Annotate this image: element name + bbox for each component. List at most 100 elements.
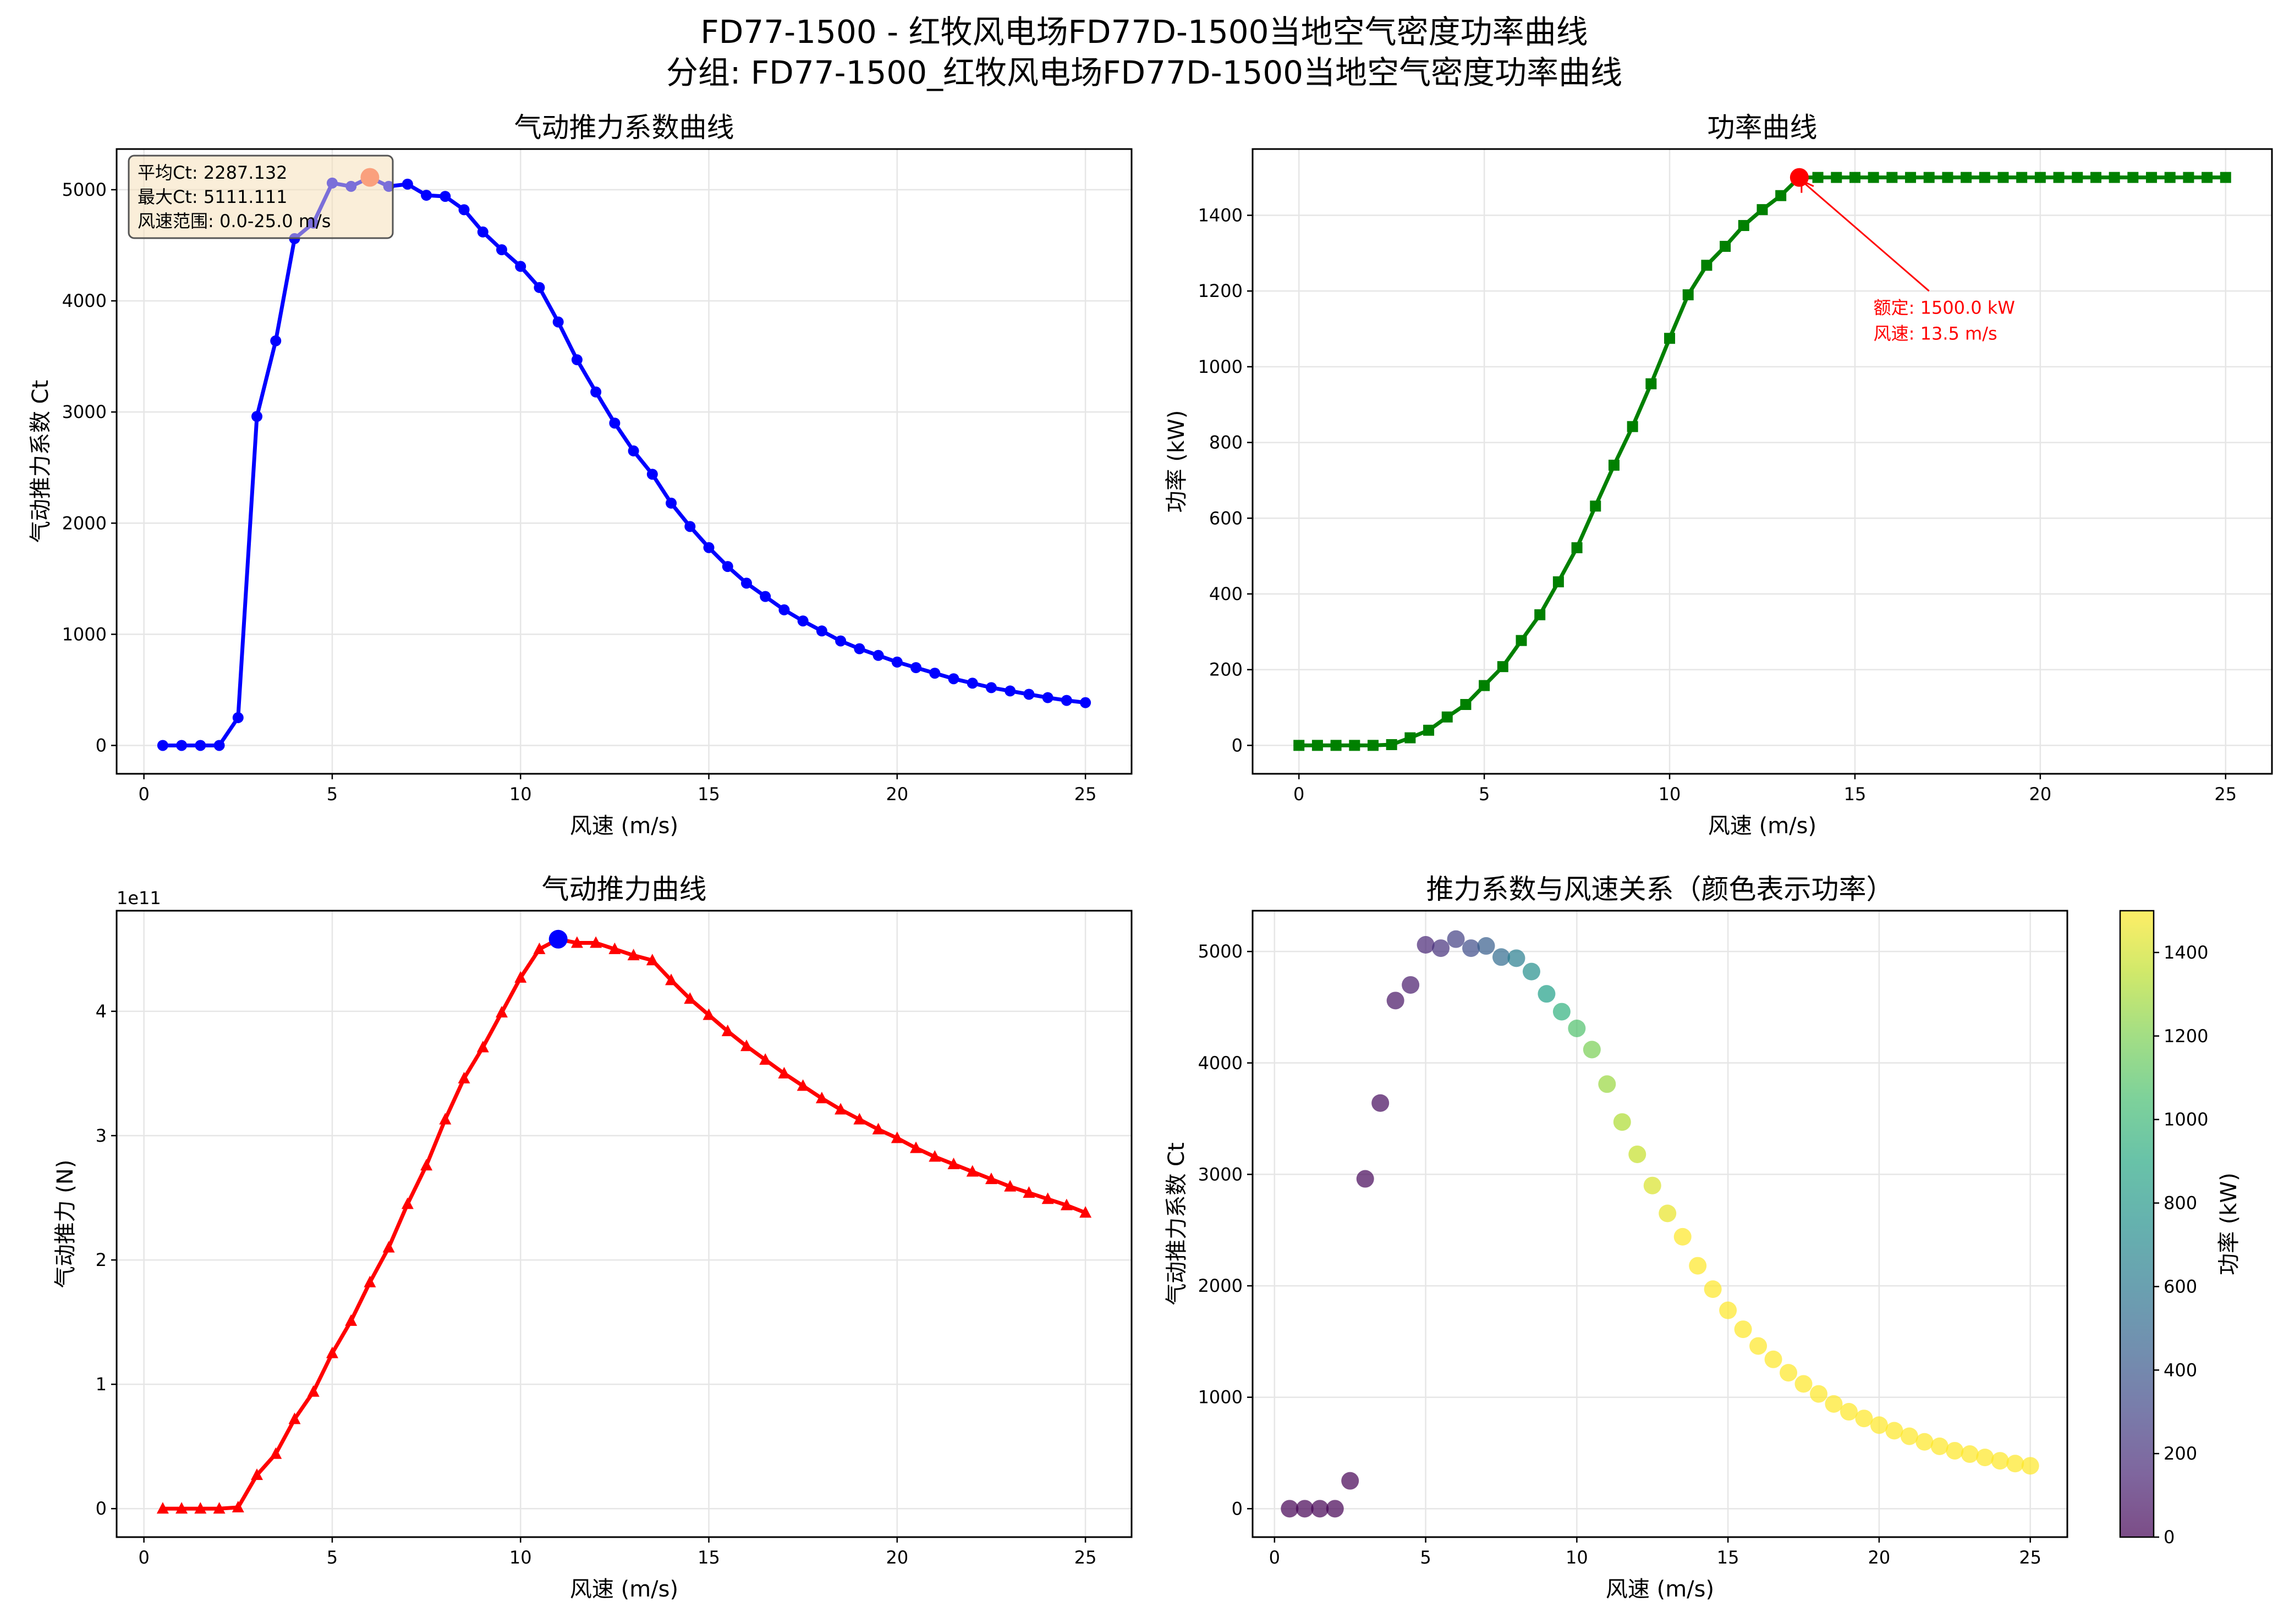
data-point [1886, 172, 1898, 183]
data-point [213, 1502, 226, 1514]
x-tick-label: 20 [886, 784, 908, 805]
data-point [195, 740, 206, 751]
data-point [1293, 740, 1305, 751]
y-tick-label: 5000 [62, 179, 107, 200]
scatter-point [1507, 949, 1525, 967]
data-point [703, 542, 715, 553]
data-point [496, 1006, 508, 1018]
data-point [552, 316, 564, 328]
data-point [1061, 695, 1072, 706]
data-point [1701, 260, 1712, 271]
data-point [760, 591, 771, 602]
y-tick-label: 4 [96, 1001, 107, 1022]
colorbar-tick-label: 800 [2164, 1193, 2197, 1214]
x-tick-label: 0 [138, 784, 149, 805]
data-point [2164, 172, 2176, 183]
y-tick-label: 0 [1232, 1498, 1243, 1519]
max-point-marker [548, 929, 568, 949]
data-point [440, 191, 451, 202]
data-point [1367, 740, 1379, 751]
y-tick-label: 3 [96, 1125, 107, 1146]
x-axis-label: 风速 (m/s) [1606, 1577, 1714, 1602]
y-tick-label: 0 [96, 1498, 107, 1519]
data-point [2034, 172, 2046, 183]
scatter-point [1704, 1280, 1722, 1298]
colorbar-tick-label: 1200 [2164, 1026, 2208, 1047]
scatter-point [1946, 1441, 1964, 1460]
stats-line: 风速范围: 0.0-25.0 m/s [138, 211, 331, 232]
data-point [627, 949, 640, 961]
data-point [1479, 680, 1490, 691]
data-point [515, 261, 526, 272]
data-point [816, 625, 827, 637]
data-point [1023, 1186, 1035, 1198]
data-point [722, 561, 733, 572]
x-tick-label: 20 [1868, 1547, 1891, 1568]
data-point [458, 204, 470, 216]
data-point [1720, 240, 1731, 252]
scatter-point [1568, 1019, 1586, 1037]
data-point [797, 1079, 809, 1091]
subplot-title: 推力系数与风速关系（颜色表示功率） [1426, 873, 1894, 905]
data-point [891, 656, 903, 668]
stats-line: 平均Ct: 2287.132 [138, 162, 288, 183]
scatter-point [1538, 985, 1556, 1003]
data-point [628, 445, 639, 456]
data-point [1534, 609, 1546, 620]
colorbar-tick-label: 400 [2164, 1359, 2197, 1380]
data-point [571, 354, 583, 366]
data-point [382, 1241, 395, 1253]
scatter-point [1719, 1301, 1737, 1319]
scatter-point [1930, 1437, 1948, 1455]
data-point [2090, 172, 2101, 183]
data-point [684, 992, 696, 1004]
scatter-point [1659, 1204, 1677, 1223]
data-point [967, 678, 978, 689]
colorbar-tick-label: 600 [2164, 1276, 2197, 1297]
scatter-point [1552, 1003, 1571, 1021]
data-point [420, 1159, 433, 1171]
scatter-point [1810, 1385, 1828, 1403]
x-tick-label: 10 [1659, 784, 1681, 805]
scatter-point [1583, 1041, 1601, 1059]
y-tick-label: 600 [1209, 508, 1243, 529]
x-tick-label: 5 [1479, 784, 1490, 805]
data-point [156, 1502, 169, 1514]
y-axis-label: 气动推力 (N) [53, 1160, 78, 1289]
scatter-point [1628, 1145, 1646, 1163]
data-point [1571, 542, 1583, 553]
scatter-point [1734, 1320, 1752, 1339]
y-tick-label: 5000 [1198, 941, 1243, 962]
scatter-point [1402, 976, 1420, 994]
data-point [1441, 711, 1453, 723]
data-point [815, 1092, 828, 1104]
x-tick-label: 15 [698, 784, 720, 805]
data-point [458, 1071, 470, 1083]
data-point [1682, 289, 1694, 301]
data-point [364, 1275, 376, 1287]
annotation-text: 风速: 13.5 m/s [1874, 323, 1997, 344]
data-point [835, 1103, 847, 1115]
subplot-scatter: 0 5 10 15 20 25010002000300040005000推力系数与风速关系… [1164, 873, 2242, 1602]
scatter-point [1915, 1433, 1934, 1451]
scatter-point [1780, 1364, 1798, 1382]
data-point [666, 497, 677, 509]
data-point [684, 521, 696, 532]
data-point [1552, 576, 1564, 587]
data-point [872, 1122, 885, 1135]
x-tick-label: 0 [138, 1547, 149, 1568]
series-line [162, 937, 1086, 1511]
data-point [966, 1165, 979, 1177]
subplot-title: 气动推力曲线 [542, 873, 707, 905]
data-point [835, 635, 847, 647]
colorbar-tick-label: 1000 [2164, 1109, 2208, 1130]
data-point [985, 682, 997, 693]
x-tick-label: 5 [327, 784, 338, 805]
y-tick-label: 3000 [62, 401, 107, 422]
data-point [1023, 689, 1035, 700]
data-point [401, 1197, 414, 1209]
data-point [439, 1113, 452, 1125]
data-point [778, 604, 790, 615]
